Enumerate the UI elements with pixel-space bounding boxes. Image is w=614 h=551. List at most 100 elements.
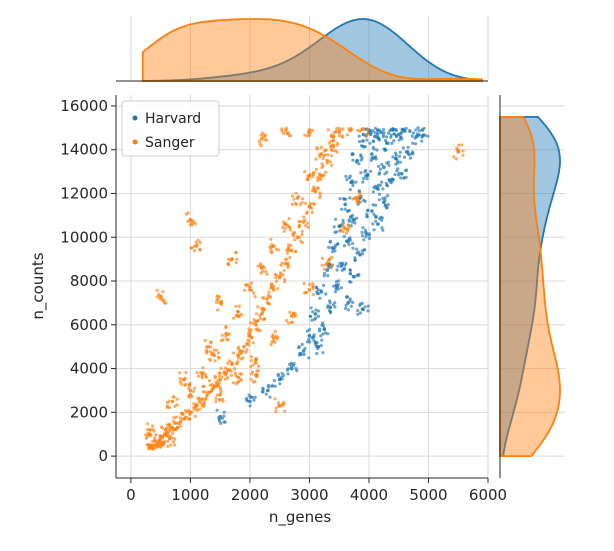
scatter-point-harvard: [361, 226, 365, 230]
scatter-point-sanger: [344, 231, 349, 235]
scatter-point-sanger: [283, 226, 287, 230]
scatter-point-sanger: [287, 321, 291, 325]
scatter-point-sanger: [269, 343, 273, 347]
scatter-point-sanger: [206, 344, 211, 349]
scatter-point-harvard: [245, 398, 249, 402]
scatter-point-harvard: [392, 139, 396, 143]
scatter-point-harvard: [369, 132, 373, 137]
y-tick-label: 8000: [70, 272, 108, 290]
scatter-point-sanger: [151, 447, 155, 451]
scatter-point-sanger: [263, 138, 267, 142]
scatter-point-sanger: [166, 405, 170, 410]
scatter-point-harvard: [416, 126, 420, 130]
scatter-point-harvard: [381, 228, 385, 232]
scatter-point-harvard: [336, 242, 340, 246]
scatter-point-sanger: [277, 401, 281, 405]
scatter-point-harvard: [331, 303, 336, 307]
scatter-point-sanger: [300, 197, 305, 201]
scatter-point-harvard: [374, 219, 378, 223]
scatter-point-sanger: [211, 352, 215, 356]
scatter-point-sanger: [280, 127, 284, 131]
scatter-point-harvard: [381, 128, 386, 132]
scatter-point-sanger: [178, 371, 182, 375]
scatter-point-harvard: [408, 128, 412, 133]
scatter-point-harvard: [408, 156, 412, 160]
scatter-point-sanger: [322, 267, 326, 271]
scatter-point-sanger: [184, 370, 188, 375]
scatter-point-sanger: [274, 409, 278, 414]
scatter-point-sanger: [157, 441, 161, 445]
scatter-point-sanger: [220, 375, 224, 379]
scatter-point-sanger: [242, 344, 246, 349]
scatter-point-harvard: [369, 158, 373, 163]
x-tick-labels: 0 1000 2000 3000 4000 5000 6000: [126, 478, 507, 504]
scatter-point-harvard: [267, 383, 271, 388]
scatter-point-sanger: [164, 434, 168, 438]
scatter-point-harvard: [410, 134, 414, 138]
scatter-point-harvard: [328, 310, 332, 314]
scatter-point-harvard: [362, 238, 366, 242]
scatter-point-sanger: [220, 333, 224, 337]
scatter-point-harvard: [222, 410, 226, 414]
scatter-point-sanger: [172, 416, 176, 420]
scatter-point-sanger: [224, 371, 228, 375]
scatter-point-sanger: [234, 250, 238, 254]
scatter-point-harvard: [297, 346, 301, 350]
scatter-point-sanger: [312, 185, 316, 189]
scatter-point-sanger: [214, 301, 218, 305]
scatter-point-sanger: [256, 305, 260, 309]
scatter-point-sanger: [277, 404, 282, 408]
scatter-point-harvard: [353, 258, 357, 263]
scatter-point-harvard: [383, 147, 387, 152]
scatter-point-sanger: [153, 439, 157, 443]
scatter-point-sanger: [284, 257, 288, 261]
scatter-point-sanger: [455, 146, 459, 150]
scatter-point-sanger: [297, 225, 301, 229]
scatter-point-harvard: [377, 137, 381, 141]
scatter-point-sanger: [283, 222, 288, 226]
scatter-point-sanger: [154, 433, 158, 437]
scatter-point-sanger: [310, 210, 314, 215]
scatter-point-sanger: [300, 232, 304, 236]
scatter-point-harvard: [397, 154, 402, 158]
scatter-point-sanger: [289, 243, 293, 248]
top-kde-harvard: [141, 18, 483, 82]
scatter-point-sanger: [285, 131, 289, 135]
scatter-point-harvard: [348, 280, 352, 284]
scatter-point-harvard: [301, 349, 306, 353]
top-marginal-kde: [116, 16, 489, 82]
scatter-point-sanger: [201, 366, 205, 370]
scatter-point-harvard: [277, 377, 282, 382]
scatter-point-sanger: [246, 338, 250, 342]
scatter-point-sanger: [262, 308, 266, 312]
scatter-point-harvard: [406, 145, 410, 149]
scatter-point-sanger: [226, 376, 230, 380]
scatter-point-harvard: [338, 197, 342, 201]
scatter-point-harvard: [387, 163, 391, 167]
scatter-point-sanger: [219, 366, 223, 370]
scatter-point-sanger: [188, 417, 192, 421]
scatter-point-sanger: [234, 382, 239, 386]
scatter-point-sanger: [322, 154, 326, 158]
scatter-point-harvard: [381, 187, 385, 191]
scatter-point-harvard: [321, 351, 325, 355]
scatter-point-harvard: [357, 134, 361, 138]
scatter-point-harvard: [352, 217, 356, 222]
scatter-point-harvard: [316, 344, 321, 349]
scatter-point-harvard: [315, 351, 319, 356]
scatter-point-harvard: [380, 218, 384, 222]
scatter-point-sanger: [183, 415, 187, 419]
scatter-point-sanger: [224, 326, 228, 330]
scatter-point-sanger: [257, 139, 261, 143]
scatter-point-harvard: [353, 221, 357, 225]
scatter-point-sanger: [259, 271, 263, 275]
scatter-point-sanger: [190, 395, 194, 399]
scatter-point-sanger: [187, 393, 191, 398]
scatter-point-harvard: [411, 131, 415, 135]
scatter-point-sanger: [355, 196, 359, 200]
scatter-point-sanger: [258, 328, 262, 333]
scatter-point-sanger: [209, 341, 213, 345]
scatter-point-harvard: [405, 168, 409, 172]
scatter-point-harvard: [342, 197, 346, 201]
